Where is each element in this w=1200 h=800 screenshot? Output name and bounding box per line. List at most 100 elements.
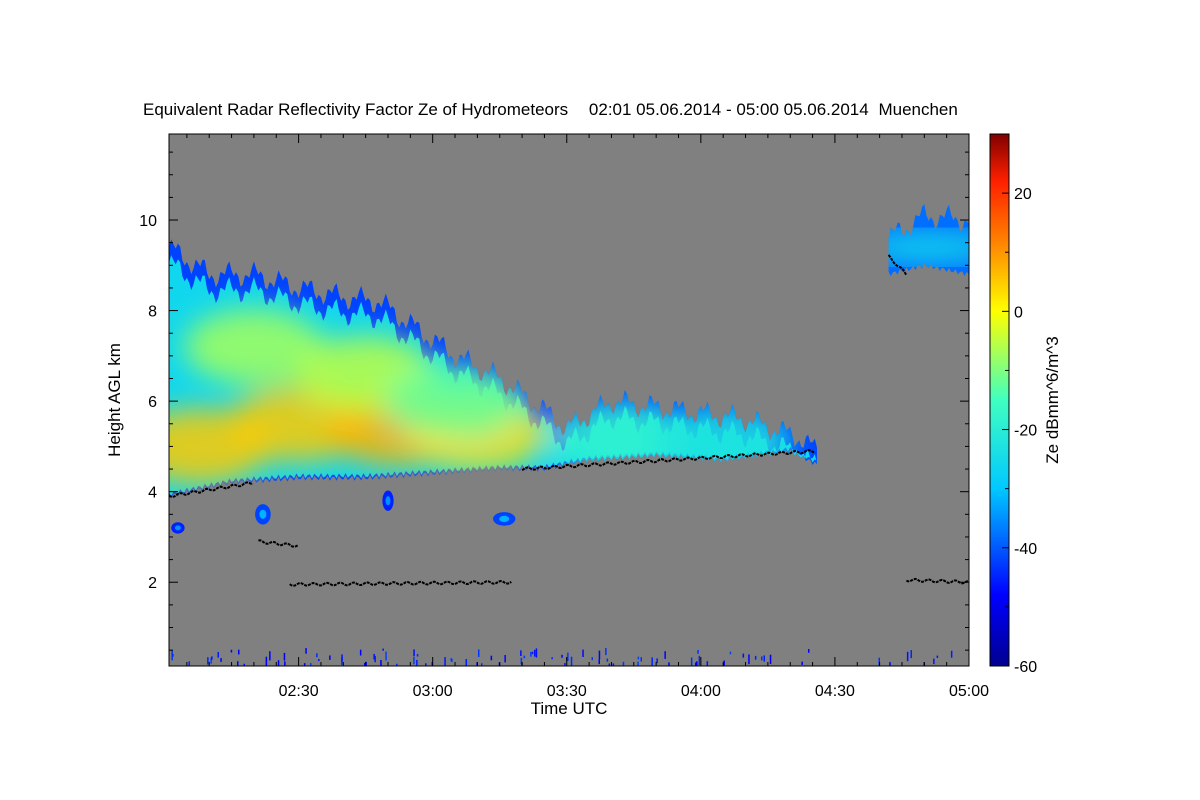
- x-tick-label: 04:00: [681, 683, 721, 700]
- ground-echo: [481, 663, 483, 666]
- main-cloud-layer: [169, 239, 817, 499]
- x-axis-ticks: 02:30 03:00 03:30 04:00 04:30 05:00: [186, 134, 989, 700]
- y-tick-label: 2: [148, 575, 157, 592]
- ground-echo: [188, 661, 190, 666]
- ground-echo: [230, 649, 233, 653]
- ground-echo: [329, 655, 331, 660]
- ground-echo: [698, 655, 701, 666]
- low-echo-patches: [171, 490, 516, 534]
- ground-echo: [878, 657, 880, 666]
- ground-echo: [664, 651, 666, 659]
- ground-echo: [763, 655, 765, 662]
- cloud-base-detections: [169, 254, 969, 587]
- ground-echo: [608, 663, 611, 666]
- ground-echo: [243, 663, 245, 666]
- ground-echo: [640, 657, 642, 662]
- ground-echo: [637, 656, 640, 660]
- chart-title-period: 02:01 05.06.2014 - 05:00 05.06.2014: [589, 100, 869, 119]
- ground-echo: [651, 657, 653, 666]
- cloud-base-detection-1: [258, 539, 299, 548]
- chart-title: Equivalent Radar Reflectivity Factor Ze …: [143, 100, 958, 119]
- cloud-base-detection-5: [906, 577, 969, 585]
- ground-echo: [520, 650, 522, 656]
- ground-echo: [211, 656, 213, 660]
- cloud-base-detection-3: [521, 449, 816, 472]
- ground-echo: [303, 663, 306, 666]
- ground-echo: [210, 657, 212, 664]
- echo-patch-core-2: [499, 515, 510, 523]
- ground-echo: [582, 649, 584, 657]
- ground-echo: [359, 649, 362, 656]
- ground-echo: [265, 656, 268, 666]
- ground-echo: [277, 660, 280, 666]
- ground-echo: [444, 657, 446, 666]
- ground-echo: [490, 655, 493, 661]
- ground-echo: [220, 658, 222, 662]
- ground-echo: [217, 652, 219, 658]
- x-tick-label: 05:00: [949, 683, 989, 700]
- ground-echo: [171, 650, 173, 661]
- ground-echo: [530, 652, 532, 657]
- cloud-base-detection-4: [887, 254, 908, 276]
- ground-echo: [478, 649, 480, 657]
- ground-echo: [373, 654, 375, 660]
- ground-echo: [374, 655, 376, 663]
- ground-echo: [561, 654, 563, 658]
- ground-echo: [523, 655, 526, 659]
- ground-echo: [534, 649, 536, 657]
- ground-echo: [754, 655, 757, 660]
- ground-echo: [808, 649, 810, 653]
- ground-echo: [305, 648, 307, 654]
- ground-echo: [451, 658, 453, 662]
- colorbar-tick-label: -60: [1014, 659, 1037, 676]
- x-axis-label: Time UTC: [531, 699, 608, 718]
- x-tick-label: 03:00: [413, 683, 453, 700]
- cloud-base-detection-2: [289, 579, 512, 587]
- y-tick-label: 6: [148, 394, 157, 411]
- ground-echo: [729, 651, 732, 655]
- ground-echo: [382, 648, 384, 651]
- reflectivity-core-6: [385, 363, 525, 440]
- ground-echo: [316, 653, 318, 658]
- upper-cloud-core: [888, 233, 969, 262]
- y-axis-label: Height AGL km: [105, 343, 124, 457]
- colorbar-ticks: -60 -40 -20 0 20: [1002, 133, 1037, 676]
- ground-echo: [742, 653, 745, 658]
- colorbar-tick-label: 20: [1014, 186, 1032, 203]
- ground-echo: [690, 657, 693, 666]
- ground-echo: [520, 657, 523, 665]
- ground-echo: [801, 661, 803, 665]
- chart-title-location: Muenchen: [878, 100, 957, 119]
- ground-echo: [612, 663, 615, 666]
- reflectivity-field: [169, 204, 969, 666]
- ground-echo: [591, 657, 593, 661]
- colorbar-tick-label: 0: [1014, 304, 1023, 321]
- ground-echo: [413, 656, 415, 665]
- ground-echo: [504, 655, 506, 663]
- ground-echo: [697, 650, 699, 654]
- colorbar-tick-label: -40: [1014, 541, 1037, 558]
- chart-title-main: Equivalent Radar Reflectivity Factor Ze …: [143, 100, 568, 119]
- ground-echo: [706, 661, 709, 666]
- plot-frame: [168, 133, 970, 667]
- ground-echo: [413, 649, 415, 657]
- upper-cloud-layer: [888, 204, 969, 277]
- y-tick-label: 10: [139, 213, 157, 230]
- ground-echo: [341, 654, 343, 662]
- ground-echo: [936, 655, 939, 658]
- ground-echo: [551, 657, 553, 660]
- ground-echo: [570, 656, 573, 666]
- ground-echo: [933, 658, 935, 665]
- ground-echo: [380, 660, 382, 666]
- ground-echo: [416, 659, 418, 666]
- ground-echo: [425, 663, 427, 666]
- y-tick-label: 4: [148, 485, 157, 502]
- ground-echo: [723, 660, 725, 666]
- plot-area: 02:30 03:00 03:30 04:00 04:30 05:00 2 4 6 8 10: [139, 133, 989, 700]
- ground-echo: [318, 658, 320, 662]
- colorbar-gradient: [989, 133, 1010, 667]
- ground-echo: [910, 650, 912, 659]
- ground-echo: [564, 662, 566, 666]
- ground-echo: [567, 652, 569, 661]
- y-axis-ticks: 2 4 6 8 10: [139, 151, 969, 651]
